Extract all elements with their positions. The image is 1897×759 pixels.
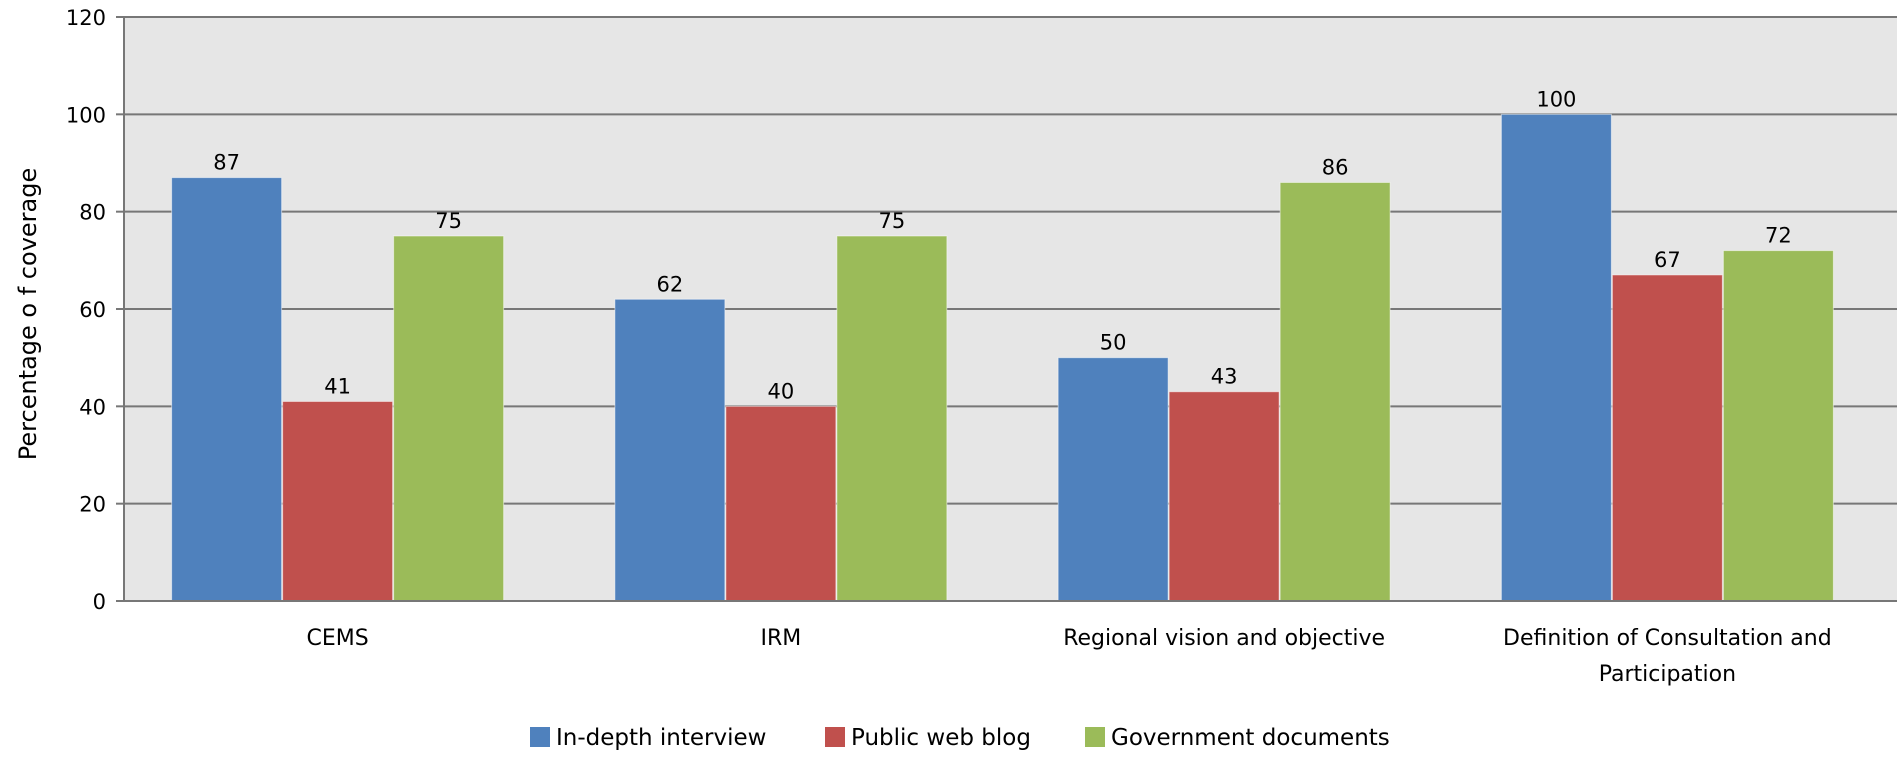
x-axis: CEMS IRM Regional vision and objective Defi…: [124, 600, 1897, 687]
legend-label: In-depth interview: [556, 725, 766, 751]
data-label: 62: [657, 272, 684, 296]
bar: [1057, 357, 1169, 602]
data-label: 67: [1654, 248, 1681, 272]
y-axis: 0 20 40 60 80 100 120: [66, 6, 125, 614]
data-label: 75: [879, 209, 906, 233]
bar: [1279, 181, 1391, 602]
x-category-label: Participation: [1599, 662, 1736, 687]
data-label: 75: [435, 209, 462, 233]
bar: [836, 235, 948, 602]
bar: [1168, 391, 1280, 602]
data-label: 43: [1211, 365, 1238, 389]
bar: [1611, 274, 1723, 602]
legend: In-depth interview Public web blog Governm…: [530, 725, 1390, 751]
data-label: 86: [1322, 155, 1349, 179]
legend-label: Government documents: [1111, 725, 1390, 751]
y-axis-title: Percentage o f coverage: [14, 168, 42, 460]
bar: [1722, 250, 1834, 602]
data-labels: 87 41 75 62 40 75 50 43 86 100 67 72: [213, 87, 1791, 403]
y-tick-label: 120: [66, 6, 106, 30]
x-category-label: IRM: [760, 626, 801, 651]
x-category-label: Regional vision and objective: [1063, 626, 1385, 651]
data-label: 50: [1100, 331, 1127, 355]
x-category-label: CEMS: [307, 626, 369, 651]
bar: [171, 177, 283, 602]
y-tick-label: 40: [79, 395, 106, 419]
bar: [614, 298, 726, 602]
bar: [393, 235, 505, 602]
data-label: 40: [768, 379, 795, 403]
x-category-label: Definition of Consultation and: [1503, 626, 1832, 651]
y-tick-label: 80: [79, 201, 106, 225]
legend-label: Public web blog: [851, 725, 1031, 751]
bar: [725, 405, 837, 602]
data-label: 41: [324, 374, 351, 398]
y-tick-label: 60: [79, 298, 106, 322]
data-label: 87: [213, 151, 240, 175]
legend-swatch: [530, 727, 550, 747]
data-label: 72: [1765, 224, 1792, 248]
y-tick-label: 100: [66, 103, 106, 127]
bar: [1500, 113, 1612, 602]
y-tick-label: 0: [93, 590, 106, 614]
bar: [282, 400, 394, 602]
y-tick-label: 20: [79, 493, 106, 517]
legend-swatch: [825, 727, 845, 747]
bars: [171, 113, 1834, 602]
legend-swatch: [1085, 727, 1105, 747]
data-label: 100: [1536, 87, 1576, 111]
